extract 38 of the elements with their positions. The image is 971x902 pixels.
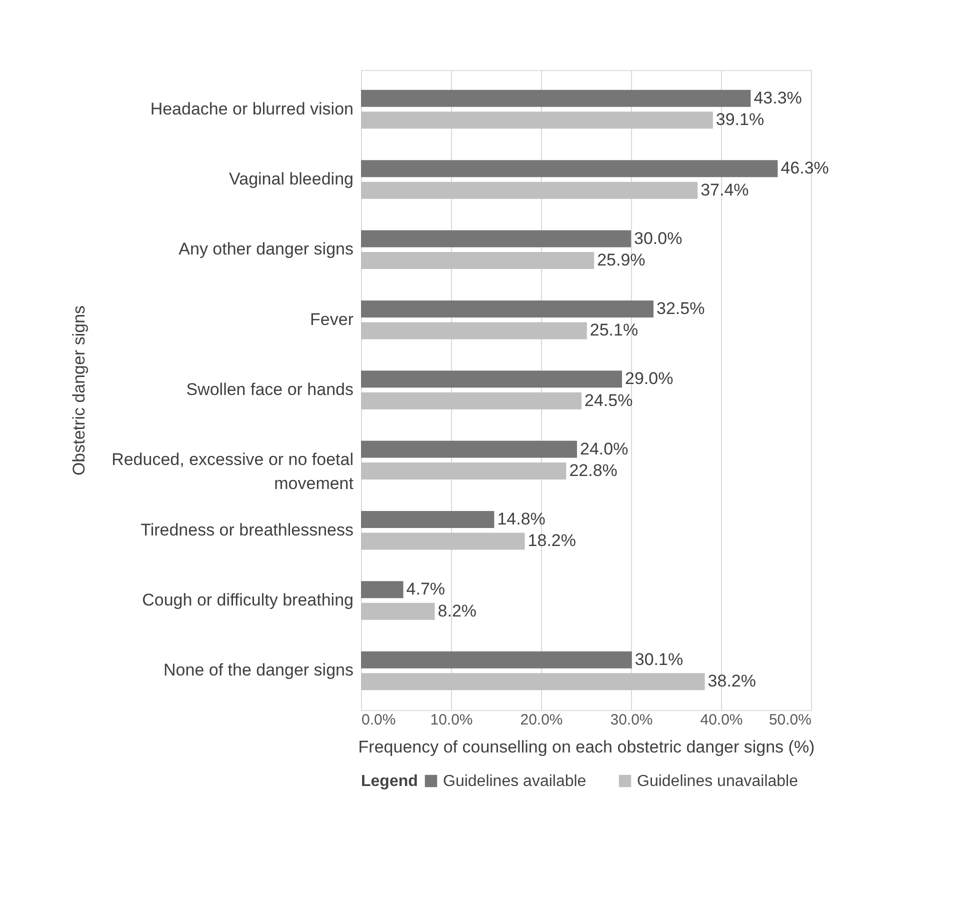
y-tick-label: Tiredness or breathlessness (140, 520, 354, 540)
x-tick-label: 30.0% (610, 712, 653, 728)
data-label: 25.9% (597, 250, 646, 270)
data-label: 37.4% (700, 180, 749, 200)
data-label: 32.5% (656, 298, 705, 318)
y-axis-title: Obstetric danger signs (70, 305, 88, 476)
data-label: 14.8% (497, 509, 546, 528)
data-label: 30.1% (634, 650, 684, 669)
data-label: 24.5% (584, 390, 633, 410)
y-tick-label: Vaginal bleeding (229, 169, 354, 188)
y-tick-label: Reduced, excessive or no foetal movement (112, 450, 354, 494)
data-label: 29.0% (625, 369, 674, 388)
data-label: 24.0% (580, 439, 628, 458)
x-tick-label: 20.0% (520, 712, 563, 728)
data-label: 38.2% (708, 672, 756, 691)
data-label: 39.1% (716, 110, 764, 130)
y-tick-label: Fever (310, 310, 354, 329)
x-tick-label: 40.0% (700, 712, 743, 728)
data-label: 25.1% (590, 320, 638, 340)
y-tick-label: None of the danger signs (164, 660, 354, 680)
legend-title: Legend (361, 773, 418, 790)
x-tick-label: 10.0% (430, 712, 473, 728)
data-label: 30.0% (634, 228, 682, 248)
data-label: 18.2% (528, 531, 576, 550)
y-tick-label: Any other danger signs (178, 240, 354, 259)
legend-label: Guidelines unavailable (637, 773, 798, 790)
y-tick-label: Cough or difficulty breathing (142, 590, 354, 610)
data-label: 4.7% (406, 580, 446, 599)
x-tick-label: 0.0% (362, 712, 396, 728)
data-label: 43.3% (754, 88, 802, 108)
y-tick-label: Headache or blurred vision (150, 99, 354, 118)
data-label: 22.8% (569, 461, 618, 480)
data-label: 46.3% (780, 158, 829, 178)
x-axis-title: Frequency of counselling on each obstetric danger signs (%) (358, 738, 815, 756)
legend-label: Guidelines available (443, 773, 586, 790)
data-label: 8.2% (438, 601, 477, 620)
x-tick-label: 50.0% (768, 712, 812, 728)
y-tick-label: Swollen face or hands (186, 380, 354, 399)
